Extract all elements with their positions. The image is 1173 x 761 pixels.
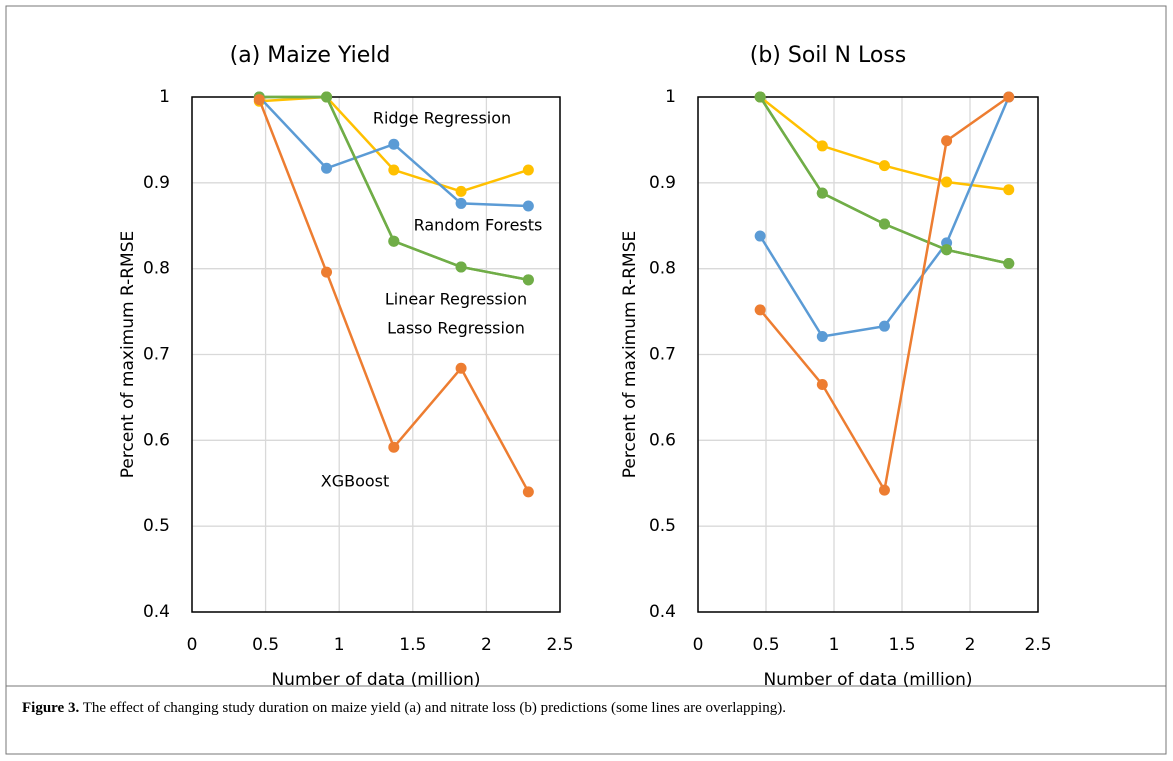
series-annotation: XGBoost <box>321 472 390 491</box>
x-tick-label: 0.5 <box>252 635 279 655</box>
y-tick-label: 0.6 <box>143 430 170 450</box>
data-point <box>321 162 333 174</box>
series-annotation: Linear Regression <box>385 290 527 309</box>
data-point <box>388 441 400 453</box>
data-point <box>388 235 400 247</box>
data-point <box>878 320 890 332</box>
x-axis-label: Number of data (million) <box>763 670 972 690</box>
x-tick-label: 0 <box>693 635 704 655</box>
data-point <box>816 140 828 152</box>
data-point <box>878 484 890 496</box>
y-axis-label: Percent of maximum R-RMSE <box>118 231 138 479</box>
data-point <box>522 274 534 286</box>
data-point <box>816 187 828 199</box>
caption-text: The effect of changing study duration on… <box>83 700 786 716</box>
data-point <box>878 160 890 172</box>
data-point <box>1003 91 1015 103</box>
x-tick-label: 0 <box>187 635 198 655</box>
series-line <box>759 96 1010 338</box>
data-point <box>321 91 333 103</box>
y-tick-label: 0.5 <box>143 516 170 536</box>
x-tick-label: 2 <box>965 635 976 655</box>
data-point <box>388 164 400 176</box>
x-tick-label: 2.5 <box>1024 635 1051 655</box>
data-point <box>1003 184 1015 196</box>
series-annotation: Ridge Regression <box>373 109 511 128</box>
data-point <box>455 261 467 273</box>
data-point <box>455 362 467 374</box>
data-point <box>816 330 828 342</box>
data-point <box>522 200 534 212</box>
y-axis-label: Percent of maximum R-RMSE <box>620 231 640 479</box>
y-tick-label: 0.7 <box>649 345 676 365</box>
x-tick-label: 2.5 <box>546 635 573 655</box>
y-tick-label: 0.4 <box>143 602 170 622</box>
data-point <box>321 266 333 278</box>
plot-border <box>697 96 1039 613</box>
y-tick-label: 0.5 <box>649 516 676 536</box>
chart-title: (b) Soil N Loss <box>750 43 906 68</box>
y-tick-label: 0.4 <box>649 602 676 622</box>
x-tick-label: 1.5 <box>399 635 426 655</box>
plot-border <box>191 96 561 613</box>
y-tick-label: 0.6 <box>649 430 676 450</box>
data-point <box>941 244 953 256</box>
x-tick-label: 2 <box>481 635 492 655</box>
y-tick-label: 0.8 <box>143 259 170 279</box>
data-point <box>941 135 953 147</box>
y-tick-label: 1 <box>159 87 170 107</box>
data-point <box>522 164 534 176</box>
data-point <box>455 197 467 209</box>
y-tick-label: 0.9 <box>143 173 170 193</box>
data-point <box>816 379 828 391</box>
y-tick-label: 1 <box>665 87 676 107</box>
y-tick-label: 0.9 <box>649 173 676 193</box>
y-tick-label: 0.7 <box>143 345 170 365</box>
x-tick-label: 1.5 <box>888 635 915 655</box>
x-axis-label: Number of data (million) <box>271 670 480 690</box>
series-line <box>759 96 1009 191</box>
data-point <box>878 218 890 230</box>
data-point <box>754 230 766 242</box>
data-point <box>754 304 766 316</box>
y-tick-label: 0.8 <box>649 259 676 279</box>
frame <box>5 5 1167 755</box>
x-tick-label: 1 <box>334 635 345 655</box>
data-point <box>754 91 766 103</box>
series-annotation: Random Forests <box>414 216 543 235</box>
x-tick-label: 0.5 <box>752 635 779 655</box>
data-point <box>455 185 467 197</box>
data-point <box>941 176 953 188</box>
data-point <box>253 94 265 106</box>
caption-label: Figure 3. <box>22 700 79 716</box>
caption: Figure 3. The effect of changing study d… <box>22 700 786 716</box>
data-point <box>1003 258 1015 270</box>
x-tick-label: 1 <box>829 635 840 655</box>
chart-title: (a) Maize Yield <box>230 43 391 68</box>
data-point <box>388 138 400 150</box>
data-point <box>522 486 534 498</box>
series-annotation: Lasso Regression <box>387 319 525 338</box>
